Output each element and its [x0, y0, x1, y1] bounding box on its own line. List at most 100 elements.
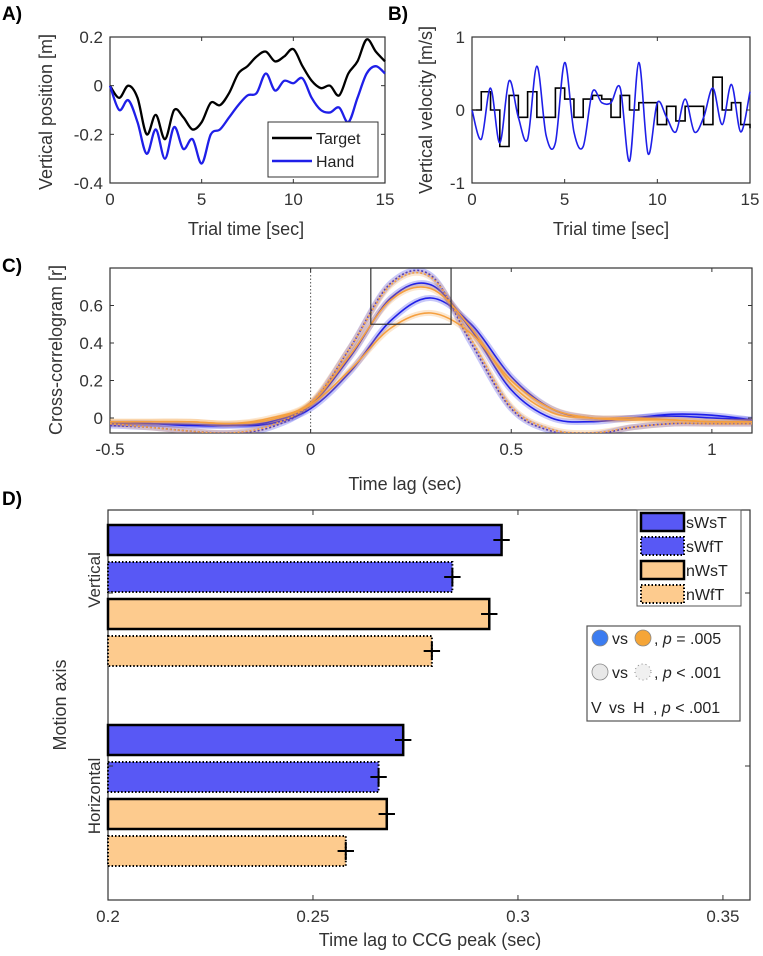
ccg-band-orange-1 [110, 309, 752, 427]
stat-3-p-value: < .001 [671, 700, 720, 717]
panel-b-ylabel: Vertical velocity [m/s] [416, 26, 436, 194]
panel-c-chart: -0.5 0 0.5 1 0.6 0.4 0.2 0 Time lag (sec) Cross… [46, 265, 753, 494]
panel-d-axes [107, 509, 751, 901]
panel-c-ytick-label: 0.6 [79, 297, 103, 316]
ccg-line-orange-1 [110, 312, 752, 425]
svg-text:, p < .001: , p < .001 [654, 665, 721, 682]
panel-a-line-hand [108, 65, 386, 165]
panel-c-ytick-label: 0 [94, 409, 103, 428]
panel-a-line-target [109, 38, 386, 141]
panel-c-xtick-label: 0 [306, 440, 315, 459]
legend-hand-label: Hand [316, 154, 354, 171]
category-label-vertical: Vertical [85, 552, 104, 608]
panel-d-xtick-label: 0.35 [706, 907, 739, 926]
panel-b-xtick-label: 5 [560, 190, 569, 209]
panel-c-axes [109, 267, 753, 434]
legend-swst-swatch [639, 511, 686, 533]
panel-a-xtick-label: 15 [376, 190, 395, 209]
panel-b-xtick-label: 15 [741, 190, 760, 209]
svg-text:, p = .005: , p = .005 [654, 631, 721, 648]
panel-a-ytick-label: 0 [94, 77, 103, 96]
panel-c-xtick-label: 0.5 [499, 440, 523, 459]
bar-horizontal-swft [107, 761, 380, 793]
stat-2-p-label: p [662, 665, 672, 682]
bar-vertical-nwst [106, 597, 491, 631]
stat-2-p-value: < .001 [672, 665, 721, 682]
panel-c-xlabel: Time lag (sec) [348, 474, 461, 494]
dotted-circle-icon [634, 663, 652, 681]
bar-vertical-swst [106, 523, 503, 557]
stat-3-right: H [633, 700, 645, 717]
panel-b-xtick-label: 10 [648, 190, 667, 209]
panel-b-line-hand [471, 61, 751, 162]
panel-d-legend: sWsT sWfT nWsT nWfT [636, 509, 742, 607]
panel-b-line-target [472, 76, 751, 148]
stat-3-left: V [591, 700, 602, 717]
panel-a-chart: 0 5 10 15 0.2 0 -0.2 -0.4 Trial time [sec] Vert… [36, 28, 394, 239]
panel-a-legend: Target Hand [267, 121, 379, 178]
panel-label-d: D) [2, 489, 22, 510]
stat-2-vs: vs [612, 665, 628, 682]
panel-a-ytick-label: -0.4 [74, 174, 103, 193]
legend-swst-label: sWsT [686, 515, 727, 532]
panel-a-xtick-label: 0 [105, 190, 114, 209]
panel-c-ytick-label: 0.4 [79, 334, 103, 353]
panel-a-xtick-label: 5 [197, 190, 206, 209]
panel-a-ylabel: Vertical position [m] [36, 34, 56, 190]
panel-a-xlabel: Trial time [sec] [188, 219, 304, 239]
legend-nwst-label: nWsT [686, 563, 728, 580]
panel-b-ytick-label: 1 [456, 28, 465, 47]
panel-a-ytick-label: -0.2 [74, 125, 103, 144]
panel-label-a: A) [2, 4, 22, 25]
ccg-band-blue-1 [110, 295, 752, 429]
ccg-line-orange-2 [110, 286, 752, 425]
legend-swft-swatch [640, 536, 685, 556]
panel-c-ytick-label: 0.2 [79, 372, 103, 391]
category-label-horizontal: Horizontal [85, 758, 104, 835]
panel-label-c: C) [2, 256, 22, 277]
legend-nwft-label: nWfT [686, 587, 724, 604]
ccg-line-blue-2 [110, 282, 752, 427]
solid-circle-icon [591, 663, 609, 681]
orange-circle-icon [634, 629, 652, 647]
panel-b-ytick-label: -1 [450, 174, 465, 193]
panel-a-axes [109, 36, 386, 184]
panel-d-xlabel: Time lag to CCG peak (sec) [319, 930, 541, 950]
panel-label-b: B) [388, 4, 408, 25]
panel-b-ytick-label: 0 [456, 101, 465, 120]
bar-horizontal-nwft [107, 835, 347, 867]
stat-1-p-label: p [662, 631, 672, 648]
panel-c-xtick-label: -0.5 [95, 440, 124, 459]
panel-b-xtick-label: 0 [467, 190, 476, 209]
stat-1-vs: vs [612, 631, 628, 648]
blue-circle-icon [591, 629, 609, 647]
panel-c-xtick-label: 1 [707, 440, 716, 459]
panel-a-xtick-label: 10 [284, 190, 303, 209]
panel-a-ytick-label: 0.2 [79, 28, 103, 47]
legend-target-label: Target [316, 131, 361, 148]
stat-3-p-label: p [661, 700, 671, 717]
panel-d-xtick-label: 0.25 [296, 907, 329, 926]
legend-nwft-swatch [640, 584, 685, 604]
stat-3-vs: vs [609, 700, 625, 717]
panel-d-chart: 0.2 0.25 0.3 0.35 Time lag to CCG peak (sec… [50, 509, 751, 950]
panel-d-xtick-label: 0.2 [96, 907, 120, 926]
ccg-line-blue-1 [110, 297, 752, 427]
ccg-band-orange-2 [110, 283, 752, 427]
bar-horizontal-swst [106, 723, 405, 757]
panel-c-ylabel: Cross-correlogram [r] [46, 265, 66, 435]
ccg-band-blue-2 [110, 280, 752, 429]
legend-nwst-swatch [639, 559, 686, 581]
stat-1-p-value: = .005 [672, 631, 721, 648]
bar-horizontal-nwst [106, 797, 389, 831]
panel-d-xtick-label: 0.3 [506, 907, 530, 926]
legend-swft-label: sWfT [686, 539, 724, 556]
ccg-line-orange-3 [110, 271, 752, 433]
bar-vertical-swft [107, 561, 454, 593]
bar-vertical-nwft [107, 635, 433, 667]
panel-d-stats-box: vs , p = .005 vs , p < .001 V vs H , p <… [586, 625, 741, 722]
zoom-box [370, 267, 452, 325]
panel-d-ylabel: Motion axis [50, 659, 70, 750]
